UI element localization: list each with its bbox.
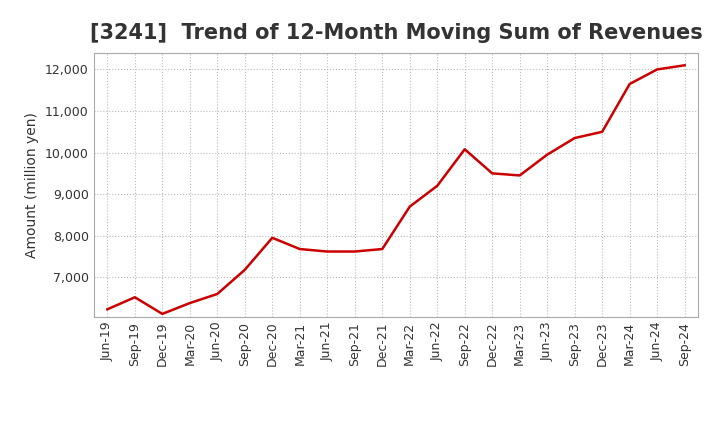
Y-axis label: Amount (million yen): Amount (million yen) [25, 112, 40, 258]
Title: [3241]  Trend of 12-Month Moving Sum of Revenues: [3241] Trend of 12-Month Moving Sum of R… [89, 23, 703, 43]
